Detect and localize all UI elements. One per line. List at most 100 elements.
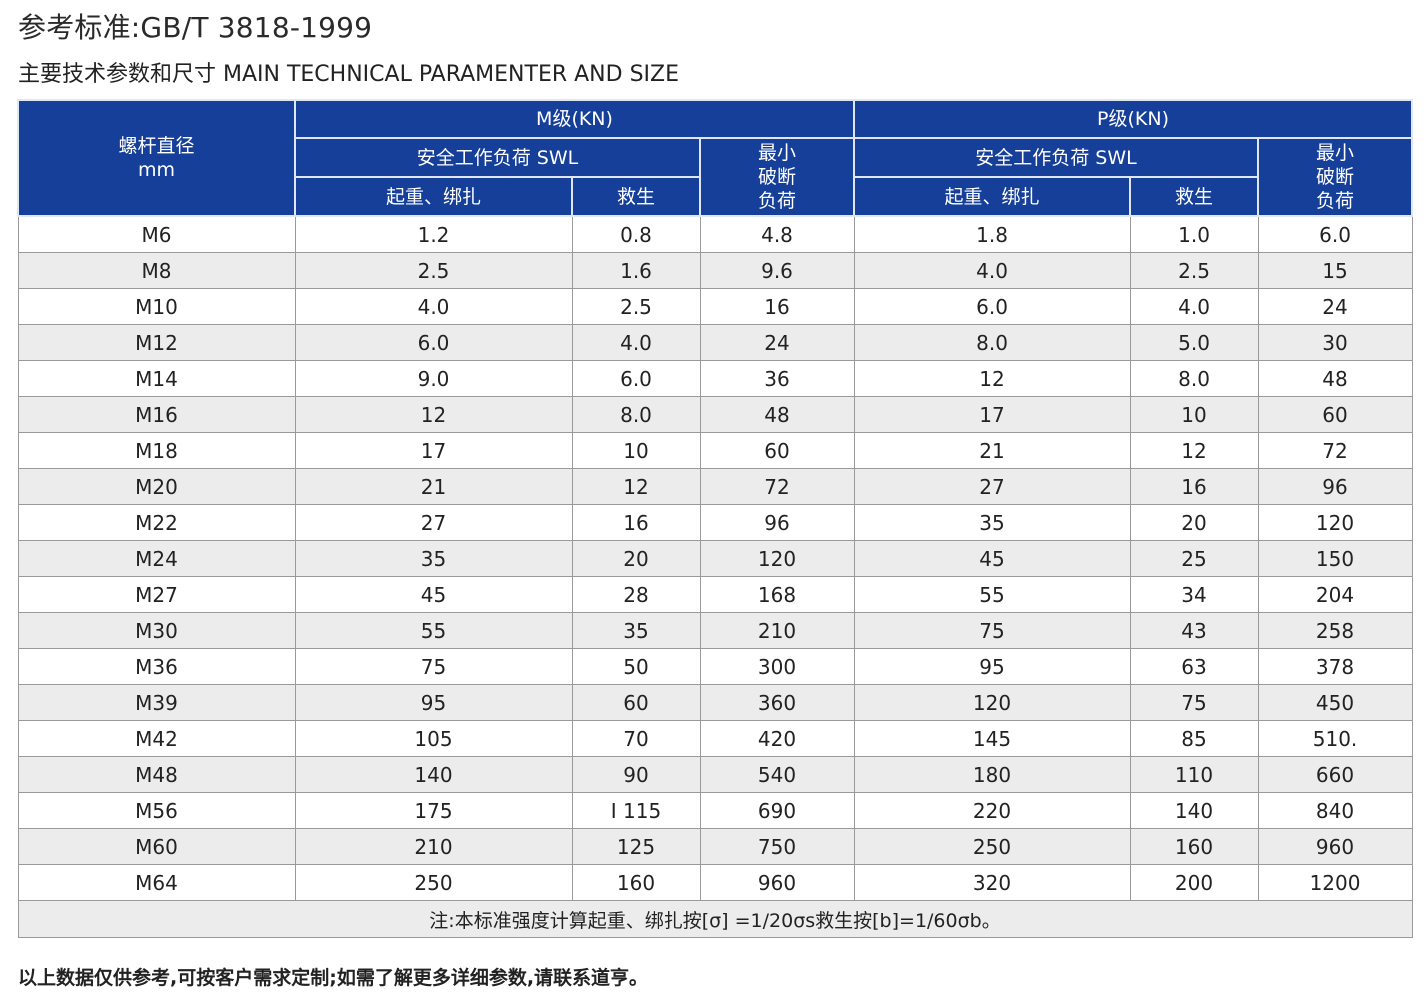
cell-m-rescue: 60	[571, 684, 701, 721]
table-row: M60 210 125 750 250 160 960	[17, 828, 1413, 865]
cell-m-rescue: 16	[571, 504, 701, 541]
cell-p-rescue: 4.0	[1129, 288, 1259, 325]
header-m-min-break: 最小 破断 负荷	[698, 137, 856, 217]
cell-diameter: M22	[17, 504, 296, 541]
cell-m-rescue: 2.5	[571, 288, 701, 325]
cell-m-rescue: I 115	[571, 792, 701, 829]
cell-diameter: M42	[17, 720, 296, 757]
cell-p-min-break: 204	[1257, 576, 1413, 613]
cell-m-lifting: 27	[294, 504, 573, 541]
cell-m-min-break: 96	[699, 504, 855, 541]
table-row: M6 1.2 0.8 4.8 1.8 1.0 6.0	[17, 215, 1413, 253]
cell-m-min-break: 36	[699, 360, 855, 397]
cell-m-lifting: 210	[294, 828, 573, 865]
cell-m-rescue: 90	[571, 756, 701, 793]
header-diameter-label: 螺杆直径	[118, 135, 195, 157]
cell-p-lifting: 120	[853, 684, 1131, 721]
cell-p-lifting: 6.0	[853, 288, 1131, 325]
cell-diameter: M20	[17, 468, 296, 505]
cell-p-min-break: 60	[1257, 396, 1413, 433]
table-row: M12 6.0 4.0 24 8.0 5.0 30	[17, 324, 1413, 361]
cell-p-lifting: 250	[853, 828, 1131, 865]
cell-p-lifting: 95	[853, 648, 1131, 685]
cell-p-min-break: 96	[1257, 468, 1413, 505]
header-diameter-unit: mm	[137, 159, 175, 181]
cell-p-lifting: 1.8	[853, 215, 1131, 253]
cell-m-min-break: 690	[699, 792, 855, 829]
table-footnote: 注:本标准强度计算起重、绑扎按[σ] =1/20σs救生按[b]=1/60σb。	[17, 900, 1413, 938]
table-row: M27 45 28 168 55 34 204	[17, 576, 1413, 613]
cell-m-min-break: 9.6	[699, 252, 855, 289]
cell-m-min-break: 120	[699, 540, 855, 577]
cell-p-min-break: 48	[1257, 360, 1413, 397]
cell-p-min-break: 120	[1257, 504, 1413, 541]
cell-p-lifting: 8.0	[853, 324, 1131, 361]
cell-m-min-break: 24	[699, 324, 855, 361]
cell-p-lifting: 27	[853, 468, 1131, 505]
table-row: M64 250 160 960 320 200 1200	[17, 864, 1413, 901]
cell-m-min-break: 48	[699, 396, 855, 433]
cell-m-lifting: 6.0	[294, 324, 573, 361]
cell-p-min-break: 6.0	[1257, 215, 1413, 253]
cell-p-lifting: 320	[853, 864, 1131, 901]
min-break-line1: 最小	[1316, 142, 1355, 164]
cell-p-lifting: 12	[853, 360, 1131, 397]
cell-m-min-break: 960	[699, 864, 855, 901]
cell-diameter: M6	[17, 215, 296, 253]
cell-m-min-break: 300	[699, 648, 855, 685]
spec-table-body: M6 1.2 0.8 4.8 1.8 1.0 6.0 M8 2.5 1.6 9.6 4.0 2.5 15 M…	[17, 215, 1413, 901]
cell-p-lifting: 75	[853, 612, 1131, 649]
cell-diameter: M39	[17, 684, 296, 721]
min-break-line2: 破断	[758, 166, 797, 188]
standard-title: 参考标准:GB/T 3818-1999	[18, 11, 373, 44]
table-row: M39 95 60 360 120 75 450	[17, 684, 1413, 721]
cell-p-min-break: 24	[1257, 288, 1413, 325]
cell-diameter: M27	[17, 576, 296, 613]
table-row: M20 21 12 72 27 16 96	[17, 468, 1413, 505]
header-p-min-break: 最小 破断 负荷	[1257, 137, 1414, 217]
cell-diameter: M24	[17, 540, 296, 577]
cell-m-min-break: 4.8	[699, 215, 855, 253]
min-break-line3: 负荷	[1316, 190, 1355, 212]
cell-m-min-break: 60	[699, 432, 855, 469]
cell-p-lifting: 17	[853, 396, 1131, 433]
footer-note: 以上数据仅供参考,可按客户需求定制;如需了解更多详细参数,请联系道亨。	[18, 967, 649, 989]
cell-diameter: M56	[17, 792, 296, 829]
cell-m-lifting: 9.0	[294, 360, 573, 397]
cell-p-min-break: 1200	[1257, 864, 1413, 901]
cell-p-min-break: 150	[1257, 540, 1413, 577]
cell-m-lifting: 250	[294, 864, 573, 901]
cell-p-min-break: 840	[1257, 792, 1413, 829]
cell-m-lifting: 140	[294, 756, 573, 793]
cell-p-rescue: 34	[1129, 576, 1259, 613]
cell-m-lifting: 2.5	[294, 252, 573, 289]
cell-m-rescue: 20	[571, 540, 701, 577]
cell-m-min-break: 420	[699, 720, 855, 757]
cell-p-min-break: 30	[1257, 324, 1413, 361]
cell-p-rescue: 140	[1129, 792, 1259, 829]
cell-diameter: M16	[17, 396, 296, 433]
cell-p-lifting: 4.0	[853, 252, 1131, 289]
cell-diameter: M12	[17, 324, 296, 361]
cell-m-lifting: 45	[294, 576, 573, 613]
table-row: M18 17 10 60 21 12 72	[17, 432, 1413, 469]
cell-p-rescue: 5.0	[1129, 324, 1259, 361]
cell-m-lifting: 4.0	[294, 288, 573, 325]
table-row: M56 175 I 115 690 220 140 840	[17, 792, 1413, 829]
table-row: M42 105 70 420 145 85 510.	[17, 720, 1413, 757]
cell-p-lifting: 45	[853, 540, 1131, 577]
table-row: M30 55 35 210 75 43 258	[17, 612, 1413, 649]
cell-p-rescue: 160	[1129, 828, 1259, 865]
cell-diameter: M36	[17, 648, 296, 685]
header-m-lifting: 起重、绑扎	[294, 176, 573, 217]
cell-m-lifting: 75	[294, 648, 573, 685]
cell-m-rescue: 1.6	[571, 252, 701, 289]
table-row: M16 12 8.0 48 17 10 60	[17, 396, 1413, 433]
cell-p-min-break: 258	[1257, 612, 1413, 649]
header-p-swl: 安全工作负荷 SWL	[853, 137, 1260, 178]
cell-p-rescue: 43	[1129, 612, 1259, 649]
cell-m-rescue: 12	[571, 468, 701, 505]
cell-p-lifting: 55	[853, 576, 1131, 613]
table-row: M8 2.5 1.6 9.6 4.0 2.5 15	[17, 252, 1413, 289]
header-p-grade: P级(KN)	[853, 99, 1414, 139]
